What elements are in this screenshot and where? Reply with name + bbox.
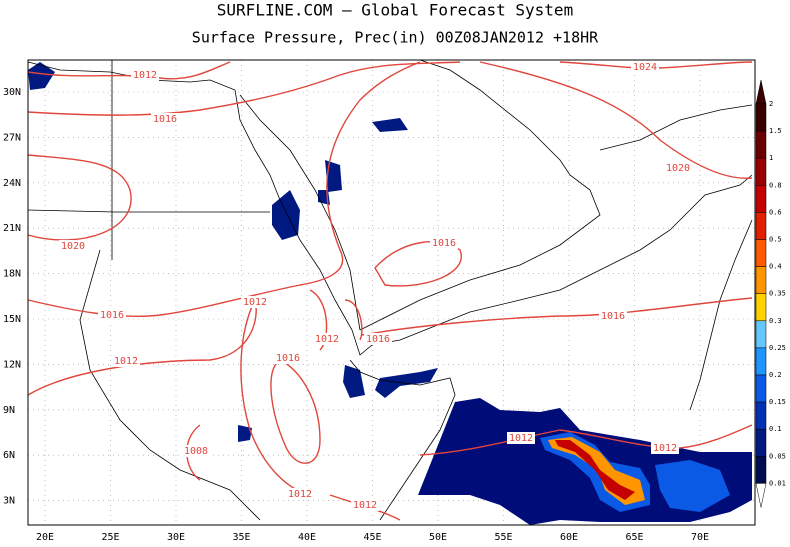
lon-label: 45E [363,532,381,543]
lat-label: 3N [3,496,15,507]
colorbar-label: 0.3 [769,317,782,325]
lat-label: 12N [3,359,21,370]
colorbar-swatch [755,320,767,349]
lon-label: 55E [494,532,512,543]
isobar-label: 1012 [653,443,677,454]
isobar-label-bg [351,499,379,511]
isobar-label-bg [59,240,87,252]
isobar-label-bg [430,237,458,249]
isobar-label: 1012 [114,356,138,367]
colorbar-swatch [755,103,767,132]
map-frame [27,59,756,526]
colorbar-label: 0.05 [769,452,786,460]
colorbar-swatch [755,239,767,267]
colorbar-label: 0.6 [769,208,782,216]
isobar-label: 1016 [153,114,177,125]
colorbar-swatch [755,456,767,484]
isobar-label-bg [112,355,140,367]
isobar-label-bg [664,162,692,174]
isobar-label: 1020 [666,163,690,174]
isobar-label: 1020 [61,241,85,252]
lat-label: 27N [3,132,21,143]
colorbar-label: 1 [769,154,773,162]
colorbar-label: 0.5 [769,236,782,244]
isobar-label: 1012 [288,489,312,500]
colorbar-swatch [755,428,767,457]
isobar-label: 1016 [601,311,625,322]
subtitle: Surface Pressure, Prec(in) 00Z08JAN2012 … [192,29,599,47]
lat-label: 30N [3,87,21,98]
colorbar-swatch [755,401,767,430]
isobar-label-bg [131,69,159,81]
lat-label: 21N [3,223,21,234]
colorbar-swatch [755,130,767,159]
colorbar-label: 0.15 [769,398,786,406]
lon-label: 30E [167,532,185,543]
lon-label: 35E [232,532,250,543]
lat-label: 18N [3,269,21,280]
colorbar-label: 0.1 [769,425,782,433]
colorbar-label: 0.35 [769,290,786,298]
colorbar-label: 0.25 [769,344,786,352]
lon-label: 60E [560,532,578,543]
isobar-label-bg [507,432,535,444]
isobar-label: 1016 [276,353,300,364]
colorbar-swatch [755,347,767,376]
colorbar-label: 0.2 [769,371,782,379]
lat-label: 6N [3,450,15,461]
isobar-label-bg [274,352,302,364]
title: SURFLINE.COM — Global Forecast System [217,1,573,20]
isobar-label: 1012 [509,433,533,444]
lon-label: 65E [625,532,643,543]
lat-label: 9N [3,405,15,416]
isobar-label-bg [151,113,179,125]
colorbar-label: 0.4 [769,263,782,271]
lon-label: 70E [691,532,709,543]
colorbar-swatch [755,212,767,240]
colorbar-swatch [755,374,767,403]
colorbar-label: 0.01 [769,479,786,487]
isobar-label-bg [631,61,659,73]
lat-label: 24N [3,178,21,189]
isobar-label-bg [599,310,627,322]
isobar-label-bg [313,333,341,345]
lon-label: 25E [101,532,119,543]
coastlines [27,59,753,521]
colorbar-swatch [755,157,767,186]
colorbar-arrow-top [755,79,767,105]
colorbar-swatch [755,266,767,294]
isobar-label: 1016 [100,310,124,321]
lon-label: 50E [429,532,447,543]
isobar-label-bg [286,488,314,500]
colorbar-label: 1.5 [769,127,782,135]
colorbar-label: 0.8 [769,181,782,189]
isobar-label: 1016 [432,238,456,249]
isobar-label: 1024 [633,62,657,73]
isobar-label: 1012 [133,70,157,81]
isobar-label: 1012 [315,334,339,345]
colorbar-arrow-bottom [755,483,767,508]
lon-label: 40E [298,532,316,543]
lon-label: 20E [36,532,54,543]
isobar-label-bg [364,333,392,345]
isobar-label-bg [98,309,126,321]
colorbar-swatch [755,293,767,322]
precip [28,62,752,525]
colorbar-label: 2 [769,100,773,108]
isobar-label-bg [241,296,269,308]
isobar-label: 1008 [184,446,208,457]
isobar-label: 1012 [243,297,267,308]
isobar-label: 1012 [353,500,377,511]
colorbar-swatch [755,185,767,213]
isobar-label-bg [651,442,679,454]
isobar-label: 1016 [366,334,390,345]
isobar-label-bg [182,445,210,457]
lat-label: 15N [3,314,21,325]
